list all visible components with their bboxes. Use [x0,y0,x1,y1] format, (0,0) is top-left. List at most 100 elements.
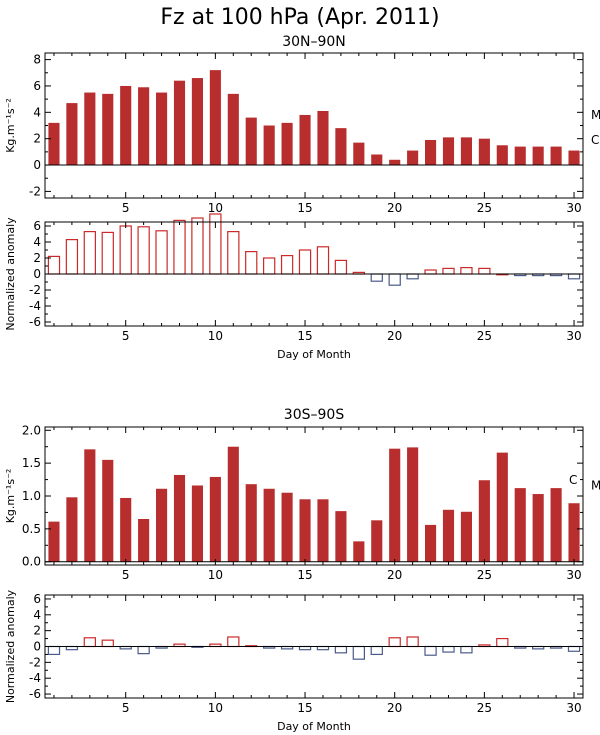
y-tick-label: 2 [33,132,41,146]
bar [514,488,526,562]
x-tick-label: 10 [208,329,223,343]
x-tick-label: 5 [122,701,130,715]
y-tick-label: -2 [29,184,41,198]
bar [317,111,329,166]
y-tick-label: 2 [33,251,41,265]
bar [227,446,239,562]
x-tick-label: 25 [477,201,492,215]
bar [317,499,329,562]
bar [460,511,472,562]
bar [191,485,203,562]
bar [102,459,114,562]
bar [442,645,455,653]
bar [460,267,473,275]
bar [406,636,419,648]
bar [478,480,490,562]
y-axis-label: Kg.m⁻¹s⁻² [4,98,17,153]
panel-2: 0.0 0.5 1.0 1.5 2.0 5 10 15 20 25 30 Kg.m⁻¹s⁻² C M [4,423,600,582]
bar [532,146,544,166]
bar [83,231,96,275]
bar [299,114,311,166]
bar [280,255,294,275]
y-tick-label: 6 [33,219,41,233]
x-tick-label: 15 [297,329,312,343]
bar [66,103,78,166]
figure-title: Fz at 100 hPa (Apr. 2011) [160,5,439,30]
bar [370,273,383,282]
panel-title-nh: 30N–90N [282,34,346,50]
x-tick-label: 10 [208,568,223,582]
y-tick-label: 4 [33,235,41,249]
y-tick-label: -6 [29,687,41,701]
y-tick-label: -6 [29,315,41,329]
bar [478,267,491,275]
bar [245,484,257,562]
bar [496,637,509,648]
bar [532,494,544,562]
y-tick-label: 4 [33,608,41,622]
bar [425,140,437,166]
xlabel-nh-anomaly: Day of Month [277,348,351,361]
bar [460,645,473,654]
x-tick-label: 25 [477,701,492,715]
bar [568,503,580,562]
bar [263,125,275,166]
y-tick-label: 0 [33,640,41,654]
x-tick-label: 30 [566,329,581,343]
bar [120,85,132,166]
bar [496,452,508,562]
bar [156,488,168,562]
bar [389,448,401,562]
bar [209,70,221,166]
bar [389,159,401,166]
bar [47,255,61,275]
bar [83,637,96,648]
bar [191,78,203,166]
bar [173,219,186,275]
ref-mark-M: M [591,478,600,492]
x-tick-label: 5 [122,201,130,215]
bar [120,497,132,562]
bar [335,511,347,562]
bar [424,269,437,275]
bar [407,150,419,166]
bar [227,93,239,166]
ref-mark-M: M [591,108,600,122]
bar [299,499,311,562]
bar [370,645,383,656]
bar [388,637,401,648]
bar [84,449,96,562]
y-tick-label: -2 [29,283,41,297]
bar [281,122,293,166]
bar [550,488,562,562]
bar [371,520,383,562]
bar [550,146,562,166]
bar [281,492,293,562]
x-tick-label: 25 [477,568,492,582]
bar [47,645,61,656]
x-tick-label: 20 [387,701,402,715]
bar [407,447,419,562]
bar [173,474,186,562]
bar [138,87,150,166]
bar [101,231,114,275]
xlabel-sh-anomaly: Day of Month [277,720,351,733]
bar [442,267,455,275]
bar [353,541,365,562]
bar [155,230,168,275]
y-axis-label: Normalized anomaly [4,217,17,331]
y-tick-label: -4 [29,299,41,313]
y-axis-label: Normalized anomaly [4,589,17,703]
bar [334,645,348,654]
bar [567,273,581,280]
panel-3: -6 -4 -20 2 4 6 5 10 15 20 25 30 Normalized anomaly [4,589,584,715]
x-tick-label: 30 [566,568,581,582]
bar [496,145,508,166]
bar [567,645,581,652]
bar [48,521,60,562]
y-tick-label: 4 [33,105,41,119]
bar [425,524,437,562]
bar [65,239,79,275]
x-tick-label: 15 [297,701,312,715]
x-tick-label: 10 [208,201,223,215]
